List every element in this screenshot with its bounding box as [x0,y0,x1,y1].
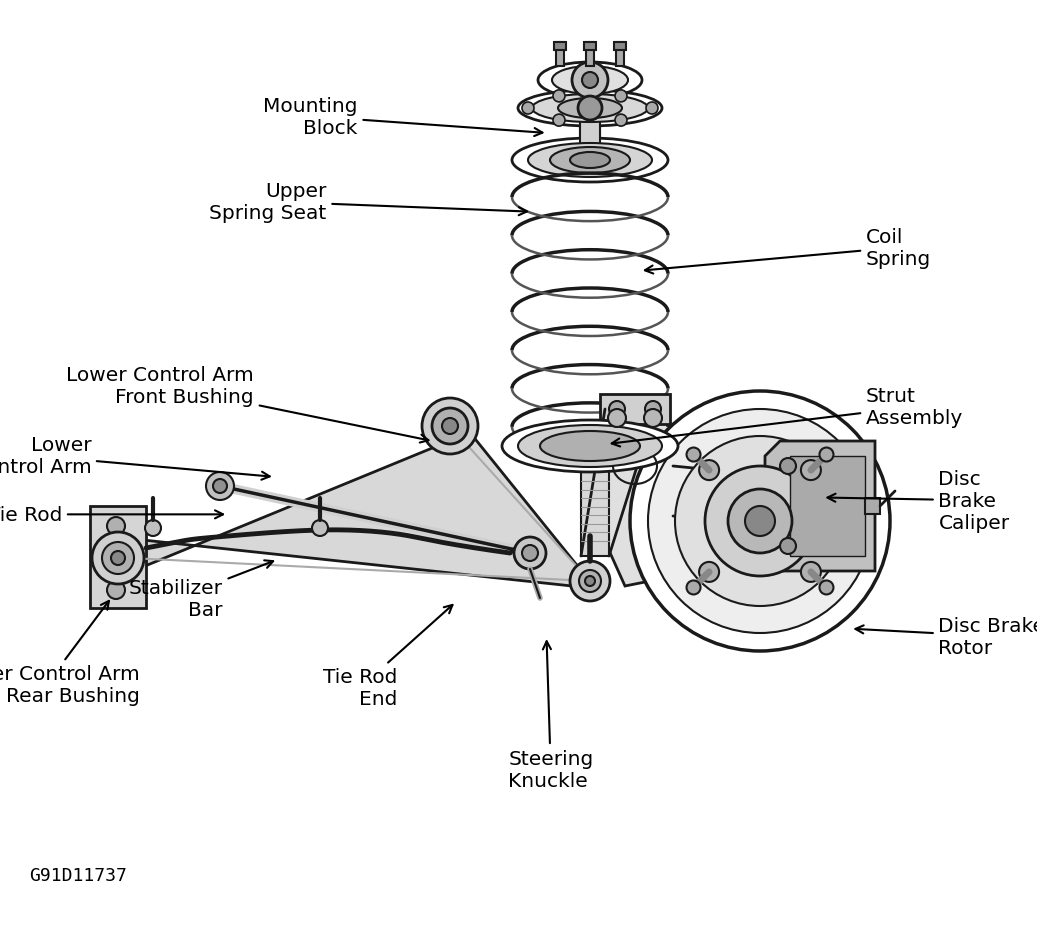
Text: Strut
Assembly: Strut Assembly [612,387,963,447]
Text: Lower Control Arm
Front Bushing: Lower Control Arm Front Bushing [66,365,428,443]
Bar [556,43,564,67]
Circle shape [514,537,546,569]
Circle shape [705,466,815,577]
Ellipse shape [540,431,640,461]
Circle shape [107,581,125,599]
Circle shape [442,418,458,434]
Circle shape [206,473,234,501]
Bar [600,395,670,425]
Text: Tie Rod: Tie Rod [0,505,223,524]
Circle shape [686,581,701,595]
Bar [580,119,600,148]
Circle shape [422,399,478,455]
Text: Tie Rod
End: Tie Rod End [323,606,452,709]
Circle shape [686,448,701,462]
Circle shape [582,73,598,89]
Ellipse shape [528,144,652,178]
Circle shape [553,91,565,103]
Circle shape [699,461,719,480]
Ellipse shape [512,139,668,183]
Bar [865,499,880,515]
Circle shape [646,103,658,115]
Circle shape [615,115,627,127]
Circle shape [102,543,134,575]
Text: Lower Control Arm
Rear Bushing: Lower Control Arm Rear Bushing [0,601,140,706]
Circle shape [819,448,834,462]
Circle shape [107,518,125,535]
Circle shape [312,520,328,536]
Bar [586,43,594,67]
Text: Disc Brake
Rotor: Disc Brake Rotor [856,616,1037,657]
Bar [614,43,626,51]
Text: Upper
Spring Seat: Upper Spring Seat [209,182,527,223]
Bar [581,466,609,556]
Circle shape [578,97,602,121]
Ellipse shape [558,99,622,119]
Circle shape [432,408,468,445]
Text: Disc
Brake
Caliper: Disc Brake Caliper [828,469,1010,533]
Text: Mounting
Block: Mounting Block [263,96,542,138]
Circle shape [630,391,890,651]
Circle shape [585,577,595,586]
Ellipse shape [550,148,630,174]
Circle shape [801,461,821,480]
Ellipse shape [532,95,648,123]
Circle shape [213,479,227,493]
Ellipse shape [552,67,628,95]
Circle shape [570,562,610,601]
Circle shape [522,546,538,562]
Bar [584,43,596,51]
Circle shape [615,91,627,103]
Ellipse shape [538,63,642,99]
Circle shape [145,520,161,536]
Text: G91D11737: G91D11737 [29,867,127,885]
Circle shape [648,410,872,634]
Text: Lower
Control Arm: Lower Control Arm [0,435,270,480]
Circle shape [699,563,719,582]
Text: Coil
Spring: Coil Spring [645,227,931,274]
Polygon shape [90,506,146,608]
Circle shape [553,115,565,127]
Circle shape [579,570,601,592]
Circle shape [609,402,625,417]
Polygon shape [790,457,865,556]
Circle shape [819,581,834,595]
Ellipse shape [502,420,678,473]
Polygon shape [765,442,875,571]
Circle shape [645,402,661,417]
Ellipse shape [570,153,610,168]
Bar [554,43,566,51]
Circle shape [780,459,796,475]
Ellipse shape [518,91,662,127]
Circle shape [644,410,662,428]
Ellipse shape [518,426,662,467]
Circle shape [728,490,792,553]
Polygon shape [607,397,675,586]
Circle shape [92,533,144,584]
Circle shape [572,63,608,99]
Circle shape [801,563,821,582]
Circle shape [111,551,125,565]
Circle shape [608,410,626,428]
Circle shape [522,103,534,115]
Text: Stabilizer
Bar: Stabilizer Bar [129,561,273,620]
Text: Steering
Knuckle: Steering Knuckle [508,641,593,790]
Circle shape [745,506,775,536]
Circle shape [675,436,845,607]
Bar [616,43,624,67]
Circle shape [780,538,796,554]
Polygon shape [128,415,600,590]
